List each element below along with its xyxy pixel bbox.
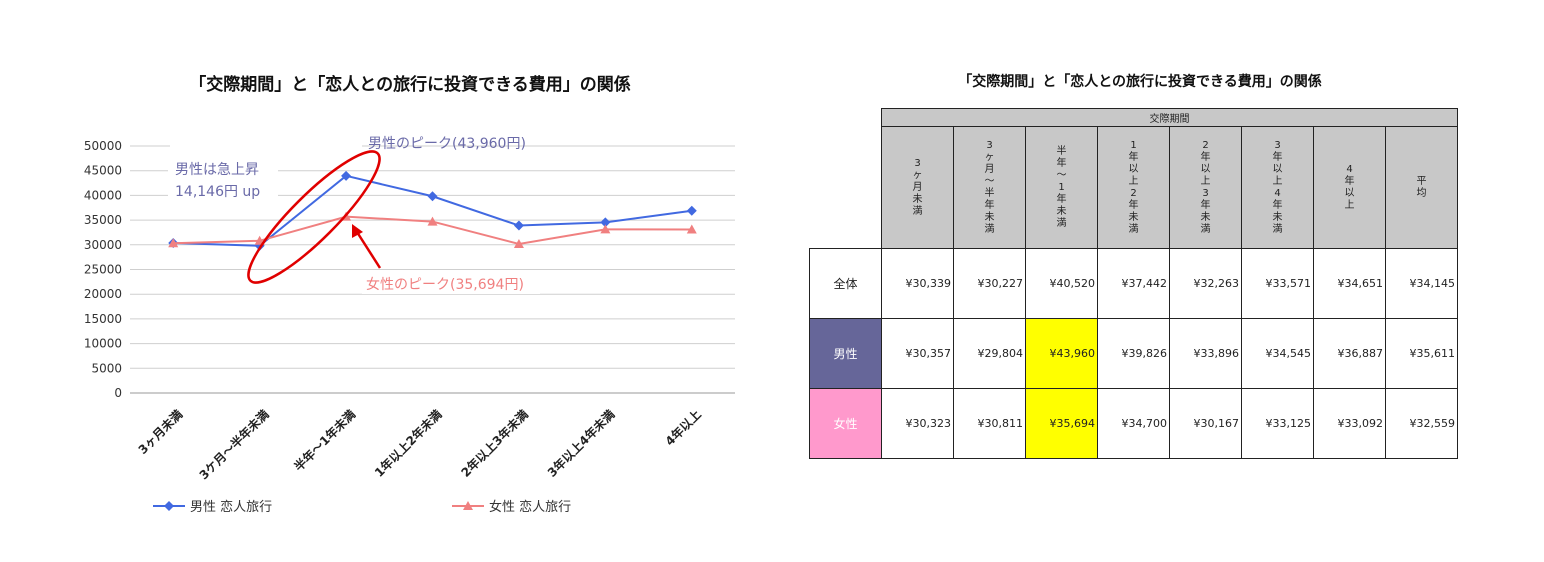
annotation-bg (362, 272, 540, 294)
x-tick-label: 3ケ月～半年未満 (196, 407, 272, 483)
column-header: 2年以上3年未満 (1169, 126, 1242, 249)
table-cell: ¥33,092 (1313, 388, 1386, 459)
data-point-female (686, 224, 697, 234)
table-cell: ¥33,125 (1241, 388, 1314, 459)
y-tick-label: 35000 (84, 213, 122, 227)
male-peak-annotation: 男性のピーク(43,960円) (368, 136, 526, 152)
x-tick-label: 3年以上4年未満 (544, 407, 617, 480)
data-point-female (168, 238, 179, 248)
y-tick-label: 5000 (91, 361, 122, 375)
y-tick-label: 40000 (84, 188, 122, 202)
x-tick-label: 1年以上2年未満 (371, 407, 444, 480)
table-cell: ¥34,545 (1241, 318, 1314, 389)
column-header: 3ヶ月未満 (881, 126, 954, 249)
y-tick-label: 30000 (84, 238, 122, 252)
male-rise-annotation: 男性は急上昇 (175, 162, 259, 178)
female-peak-arrow (355, 231, 382, 269)
female-peak-annotation: 女性のピーク(35,694円) (366, 276, 524, 293)
y-tick-label: 15000 (84, 312, 122, 326)
male-rise-value-annotation: 14,146円 up (175, 184, 260, 200)
y-tick-label: 0 (114, 386, 122, 400)
y-tick-label: 10000 (84, 337, 122, 351)
data-point-male (513, 220, 524, 231)
table-cell: ¥34,700 (1097, 388, 1170, 459)
table-title: 「交際期間」と「恋人との旅行に投資できる費用」の関係 (958, 74, 1322, 90)
table-cell: ¥37,442 (1097, 248, 1170, 319)
table-corner (809, 108, 882, 249)
data-point-male (686, 205, 697, 216)
y-tick-label: 20000 (84, 287, 122, 301)
data-point-male (600, 217, 611, 228)
x-tick-label: 4年以上 (662, 407, 704, 449)
table-row: 女性 ¥30,323 ¥30,811 ¥35,694 ¥34,700 ¥30,167 ¥33… (809, 388, 1458, 459)
column-header: 半年～1年未満 (1025, 126, 1098, 249)
data-point-female (427, 216, 438, 226)
table-row: 男性 ¥30,357 ¥29,804 ¥43,960 ¥39,826 ¥33,896 ¥34… (809, 318, 1458, 389)
data-point-male (341, 170, 352, 181)
table-cell: ¥29,804 (953, 318, 1026, 389)
row-label: 女性 (809, 388, 882, 459)
table-cell: ¥33,571 (1241, 248, 1314, 319)
legend-marker-female (463, 501, 473, 510)
chart-title: 「交際期間」と「恋人との旅行に投資できる費用」の関係 (189, 74, 631, 95)
column-header: 4年以上 (1313, 126, 1386, 249)
table-cell: ¥35,611 (1385, 318, 1458, 389)
x-tick-label: 2年以上3年未満 (458, 407, 531, 480)
table-cell: ¥40,520 (1025, 248, 1098, 319)
x-tick-label: 3ヶ月未満 (135, 407, 185, 457)
group-header: 交際期間 (881, 108, 1458, 127)
table-cell: ¥32,559 (1385, 388, 1458, 459)
y-tick-label: 50000 (84, 139, 122, 153)
data-point-female (600, 224, 611, 234)
table-cell: ¥34,145 (1385, 248, 1458, 319)
column-header: 3ヶ月～半年未満 (953, 126, 1026, 249)
x-tick-label: 半年～1年未満 (291, 407, 358, 474)
table-cell: ¥35,694 (1025, 388, 1098, 459)
data-point-male (427, 191, 438, 202)
table-cell: ¥30,227 (953, 248, 1026, 319)
table-cell: ¥30,811 (953, 388, 1026, 459)
line-chart: 「交際期間」と「恋人との旅行に投資できる費用」の関係 0 5000 10000 1500… (84, 74, 735, 515)
table-cell: ¥32,263 (1169, 248, 1242, 319)
table-cell: ¥33,896 (1169, 318, 1242, 389)
y-tick-label: 45000 (84, 164, 122, 178)
table-cell: ¥43,960 (1025, 318, 1098, 389)
table-cell: ¥36,887 (1313, 318, 1386, 389)
table-cell: ¥30,323 (881, 388, 954, 459)
row-label: 男性 (809, 318, 882, 389)
legend-label-male: 男性 恋人旅行 (190, 499, 272, 515)
highlight-ellipse (247, 150, 381, 284)
row-label: 全体 (809, 248, 882, 319)
table-cell: ¥34,651 (1313, 248, 1386, 319)
arrow-head (352, 224, 363, 238)
legend-label-female: 女性 恋人旅行 (489, 499, 571, 515)
y-tick-label: 25000 (84, 263, 122, 277)
table-row: 全体 ¥30,339 ¥30,227 ¥40,520 ¥37,442 ¥32,263 ¥33… (809, 248, 1458, 319)
column-header: 1年以上2年未満 (1097, 126, 1170, 249)
data-point-female (513, 238, 524, 248)
legend-marker-male (164, 501, 174, 511)
table-cell: ¥30,167 (1169, 388, 1242, 459)
annotation-bg (168, 157, 278, 203)
table-cell: ¥39,826 (1097, 318, 1170, 389)
table-cell: ¥30,339 (881, 248, 954, 319)
column-header: 3年以上4年未満 (1241, 126, 1314, 249)
column-header: 平均 (1385, 126, 1458, 249)
data-table: 交際期間 3ヶ月未満 3ヶ月～半年未満 半年～1年未満 1年以上2年未満 2年以上3年未満… (809, 108, 1458, 459)
table-cell: ¥30,357 (881, 318, 954, 389)
